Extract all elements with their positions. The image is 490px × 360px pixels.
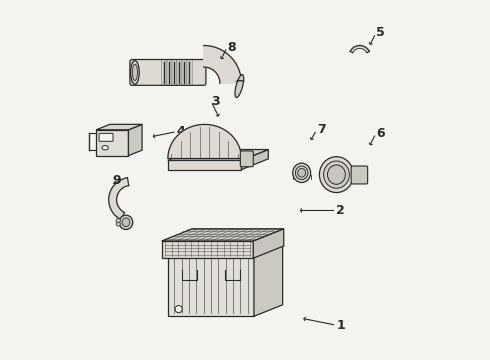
Circle shape: [116, 219, 121, 223]
FancyBboxPatch shape: [99, 134, 113, 141]
Polygon shape: [128, 124, 142, 156]
Ellipse shape: [295, 166, 308, 180]
Text: 4: 4: [177, 125, 186, 138]
FancyBboxPatch shape: [176, 60, 182, 85]
Ellipse shape: [102, 145, 108, 150]
FancyBboxPatch shape: [240, 151, 253, 167]
Polygon shape: [96, 124, 142, 130]
Ellipse shape: [122, 218, 130, 226]
Text: 5: 5: [376, 27, 385, 40]
FancyBboxPatch shape: [167, 60, 172, 85]
Polygon shape: [168, 248, 254, 316]
FancyBboxPatch shape: [130, 59, 206, 85]
Polygon shape: [204, 45, 242, 83]
Text: 8: 8: [227, 41, 236, 54]
Polygon shape: [96, 130, 128, 156]
Ellipse shape: [132, 64, 137, 81]
Text: 2: 2: [337, 204, 345, 217]
FancyBboxPatch shape: [187, 60, 192, 85]
Ellipse shape: [327, 165, 345, 184]
Ellipse shape: [298, 168, 306, 177]
Polygon shape: [254, 237, 283, 316]
FancyBboxPatch shape: [172, 60, 177, 85]
Polygon shape: [253, 229, 284, 258]
FancyBboxPatch shape: [161, 60, 167, 85]
Ellipse shape: [319, 157, 353, 193]
Text: 6: 6: [376, 127, 385, 140]
Polygon shape: [109, 178, 129, 220]
Text: 9: 9: [112, 174, 121, 186]
Ellipse shape: [323, 161, 349, 188]
FancyBboxPatch shape: [351, 166, 368, 184]
FancyBboxPatch shape: [181, 60, 187, 85]
Ellipse shape: [119, 215, 133, 229]
Ellipse shape: [235, 75, 244, 98]
Polygon shape: [242, 149, 269, 170]
Text: 7: 7: [317, 123, 325, 136]
Circle shape: [116, 222, 121, 226]
Polygon shape: [162, 229, 284, 241]
Ellipse shape: [293, 163, 311, 183]
Text: 3: 3: [211, 95, 220, 108]
Polygon shape: [162, 241, 253, 258]
Polygon shape: [168, 160, 242, 170]
Polygon shape: [168, 125, 242, 158]
Polygon shape: [350, 45, 369, 53]
Text: 1: 1: [337, 319, 345, 332]
Polygon shape: [168, 237, 283, 248]
Ellipse shape: [131, 60, 139, 84]
Circle shape: [175, 306, 182, 313]
Polygon shape: [168, 149, 269, 160]
